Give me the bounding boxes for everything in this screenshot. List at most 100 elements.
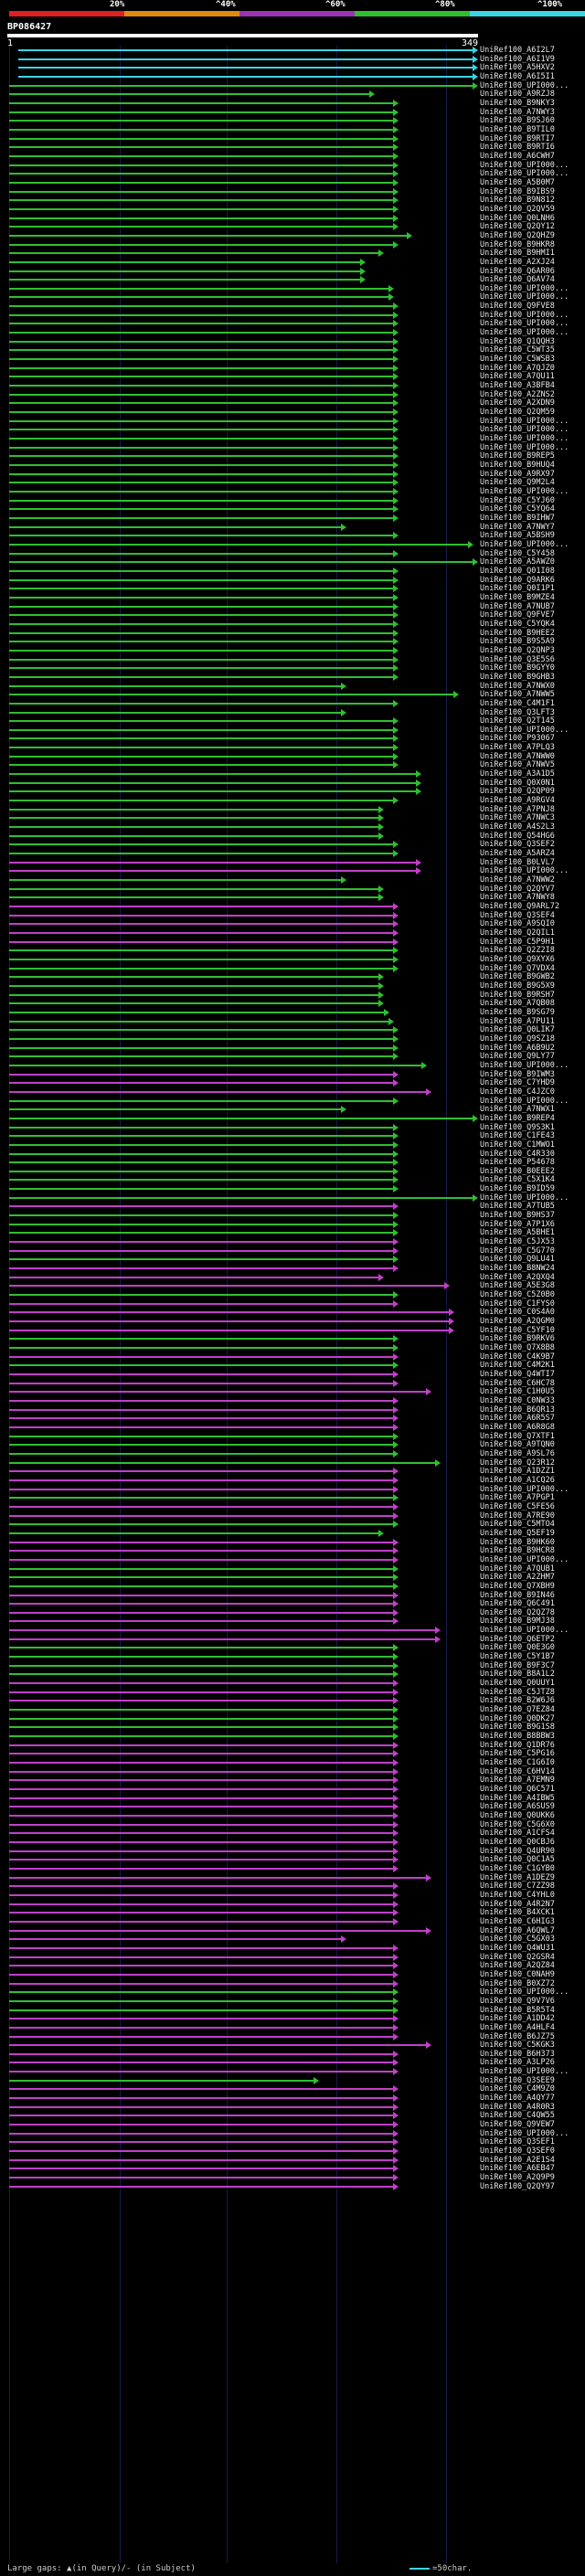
hit-label[interactable]: UniRef100_A9TQN0: [480, 1440, 555, 1450]
hit-row[interactable]: UniRef100_A2ZHM7: [0, 1573, 585, 1582]
hit-label[interactable]: UniRef100_UPI000...: [480, 725, 569, 735]
hit-label[interactable]: UniRef100_Q2T145: [480, 716, 555, 726]
hit-label[interactable]: UniRef100_Q2QV59: [480, 204, 555, 214]
hit-row[interactable]: UniRef100_B8NW24: [0, 1264, 585, 1273]
hit-label[interactable]: UniRef100_A7P1X6: [480, 1219, 555, 1229]
hit-label[interactable]: UniRef100_UPI000...: [480, 80, 569, 90]
hit-label[interactable]: UniRef100_Q4WTI7: [480, 1370, 555, 1379]
hit-row[interactable]: UniRef100_A4S2L3: [0, 822, 585, 832]
hit-label[interactable]: UniRef100_B9G5X9: [480, 981, 555, 991]
hit-label[interactable]: UniRef100_C0NW33: [480, 1395, 555, 1405]
hit-row[interactable]: UniRef100_Q0E3G0: [0, 1643, 585, 1652]
hit-row[interactable]: UniRef100_UPI000...: [0, 1485, 585, 1494]
hit-row[interactable]: UniRef100_B9HKR8: [0, 240, 585, 249]
hit-label[interactable]: UniRef100_A5AWZ0: [480, 557, 555, 567]
hit-label[interactable]: UniRef100_Q0CBJ6: [480, 1837, 555, 1847]
hit-row[interactable]: UniRef100_Q7EZ84: [0, 1705, 585, 1714]
hit-row[interactable]: UniRef100_C5GX03: [0, 1935, 585, 1944]
hit-row[interactable]: UniRef100_Q0LIK7: [0, 1025, 585, 1034]
hit-row[interactable]: UniRef100_UPI000...: [0, 443, 585, 452]
hit-label[interactable]: UniRef100_A7QUB1: [480, 1564, 555, 1574]
hit-label[interactable]: UniRef100_Q4UR90: [480, 1846, 555, 1856]
hit-row[interactable]: UniRef100_UPI000...: [0, 2067, 585, 2076]
hit-label[interactable]: UniRef100_C1GYB0: [480, 1863, 555, 1873]
hit-label[interactable]: UniRef100_B6QR13: [480, 1405, 555, 1415]
hit-row[interactable]: UniRef100_B9GWB2: [0, 972, 585, 981]
hit-label[interactable]: UniRef100_C5G6X0: [480, 1819, 555, 1829]
hit-row[interactable]: UniRef100_UPI000...: [0, 1988, 585, 1997]
hit-row[interactable]: UniRef100_C4YHL0: [0, 1891, 585, 1900]
hit-label[interactable]: UniRef100_A2XDN9: [480, 398, 555, 408]
hit-row[interactable]: UniRef100_B9REP5: [0, 451, 585, 461]
hit-label[interactable]: UniRef100_B9IN46: [480, 1590, 555, 1600]
hit-label[interactable]: UniRef100_A1DEZ9: [480, 1872, 555, 1882]
hit-row[interactable]: UniRef100_B0LVL7: [0, 858, 585, 867]
hit-label[interactable]: UniRef100_B9REP4: [480, 1113, 555, 1123]
hit-label[interactable]: UniRef100_Q2Z2I8: [480, 946, 555, 956]
hit-row[interactable]: UniRef100_B9RTI7: [0, 134, 585, 143]
hit-row[interactable]: UniRef100_Q7X8B8: [0, 1343, 585, 1352]
hit-row[interactable]: UniRef100_A6R5S7: [0, 1414, 585, 1423]
hit-label[interactable]: UniRef100_B2W6J6: [480, 1696, 555, 1706]
hit-row[interactable]: UniRef100_Q4WTI7: [0, 1370, 585, 1379]
hit-label[interactable]: UniRef100_C5YF10: [480, 1325, 555, 1335]
hit-label[interactable]: UniRef100_Q0LNH6: [480, 213, 555, 223]
hit-row[interactable]: UniRef100_UPI000...: [0, 292, 585, 302]
hit-label[interactable]: UniRef100_C5JTZ8: [480, 1687, 555, 1697]
hit-label[interactable]: UniRef100_Q9ARK6: [480, 575, 555, 585]
hit-row[interactable]: UniRef100_UPI000...: [0, 417, 585, 426]
hit-row[interactable]: UniRef100_C4M1F1: [0, 699, 585, 708]
hit-row[interactable]: UniRef100_Q2QM59: [0, 408, 585, 417]
hit-label[interactable]: UniRef100_Q0DK27: [480, 1713, 555, 1723]
hit-row[interactable]: UniRef100_A7PNJ8: [0, 805, 585, 814]
hit-label[interactable]: UniRef100_A4S2L3: [480, 822, 555, 832]
hit-row[interactable]: UniRef100_A4HLF4: [0, 2023, 585, 2032]
hit-label[interactable]: UniRef100_A7PLQ3: [480, 743, 555, 753]
hit-row[interactable]: UniRef100_B9IWM3: [0, 1070, 585, 1079]
hit-row[interactable]: UniRef100_Q9XYX6: [0, 955, 585, 964]
hit-label[interactable]: UniRef100_Q7XTF1: [480, 1431, 555, 1441]
hit-row[interactable]: UniRef100_B6JZ75: [0, 2032, 585, 2041]
hit-label[interactable]: UniRef100_A6R8G8: [480, 1422, 555, 1432]
hit-row[interactable]: UniRef100_A4QY77: [0, 2094, 585, 2103]
hit-label[interactable]: UniRef100_Q3SEF0: [480, 2147, 555, 2157]
hit-row[interactable]: UniRef100_B4XCK1: [0, 1908, 585, 1917]
hit-row[interactable]: UniRef100_Q4UR90: [0, 1847, 585, 1856]
hit-row[interactable]: UniRef100_UPI000...: [0, 1061, 585, 1070]
hit-label[interactable]: UniRef100_A5E3G8: [480, 1281, 555, 1291]
hit-row[interactable]: UniRef100_C5WT35: [0, 345, 585, 355]
hit-label[interactable]: UniRef100_Q0I1P1: [480, 584, 555, 594]
hit-row[interactable]: UniRef100_UPI000...: [0, 284, 585, 293]
hit-label[interactable]: UniRef100_A7NUB7: [480, 601, 555, 611]
hit-label[interactable]: UniRef100_UPI000...: [480, 310, 569, 320]
hit-label[interactable]: UniRef100_A6B9U2: [480, 1043, 555, 1053]
hit-label[interactable]: UniRef100_Q0UKK6: [480, 1811, 555, 1820]
hit-row[interactable]: UniRef100_C5Y458: [0, 549, 585, 558]
hit-label[interactable]: UniRef100_B9IHW7: [480, 513, 555, 523]
hit-row[interactable]: UniRef100_A7QU11: [0, 372, 585, 381]
hit-label[interactable]: UniRef100_A7QB08: [480, 999, 555, 1009]
hit-label[interactable]: UniRef100_Q7EZ84: [480, 1705, 555, 1715]
hit-row[interactable]: UniRef100_Q2QNP3: [0, 646, 585, 655]
hit-label[interactable]: UniRef100_B9HMI1: [480, 249, 555, 259]
hit-row[interactable]: UniRef100_UPI000...: [0, 161, 585, 170]
hit-label[interactable]: UniRef100_B9TIL0: [480, 124, 555, 134]
hit-row[interactable]: UniRef100_A1DZZ1: [0, 1467, 585, 1476]
hit-row[interactable]: UniRef100_B9HS37: [0, 1211, 585, 1220]
hit-row[interactable]: UniRef100_Q9ARK6: [0, 576, 585, 585]
hit-label[interactable]: UniRef100_Q2QNP3: [480, 645, 555, 655]
hit-label[interactable]: UniRef100_C5PG16: [480, 1749, 555, 1759]
hit-row[interactable]: UniRef100_Q9VEW7: [0, 2120, 585, 2129]
hit-row[interactable]: UniRef100_Q9LU41: [0, 1255, 585, 1264]
hit-label[interactable]: UniRef100_UPI000...: [480, 283, 569, 293]
hit-label[interactable]: UniRef100_A7EMN9: [480, 1776, 555, 1786]
hit-row[interactable]: UniRef100_A7NUB7: [0, 602, 585, 611]
hit-row[interactable]: UniRef100_Q2QP09: [0, 787, 585, 796]
hit-row[interactable]: UniRef100_B9RTI6: [0, 143, 585, 152]
hit-row[interactable]: UniRef100_Q2QYV7: [0, 885, 585, 894]
hit-row[interactable]: UniRef100_Q3SEF0: [0, 2147, 585, 2156]
hit-row[interactable]: UniRef100_Q2T145: [0, 716, 585, 726]
hit-row[interactable]: UniRef100_B9IN46: [0, 1591, 585, 1600]
hit-row[interactable]: UniRef100_A7QJZ0: [0, 364, 585, 373]
hit-row[interactable]: UniRef100_UPI000...: [0, 434, 585, 443]
